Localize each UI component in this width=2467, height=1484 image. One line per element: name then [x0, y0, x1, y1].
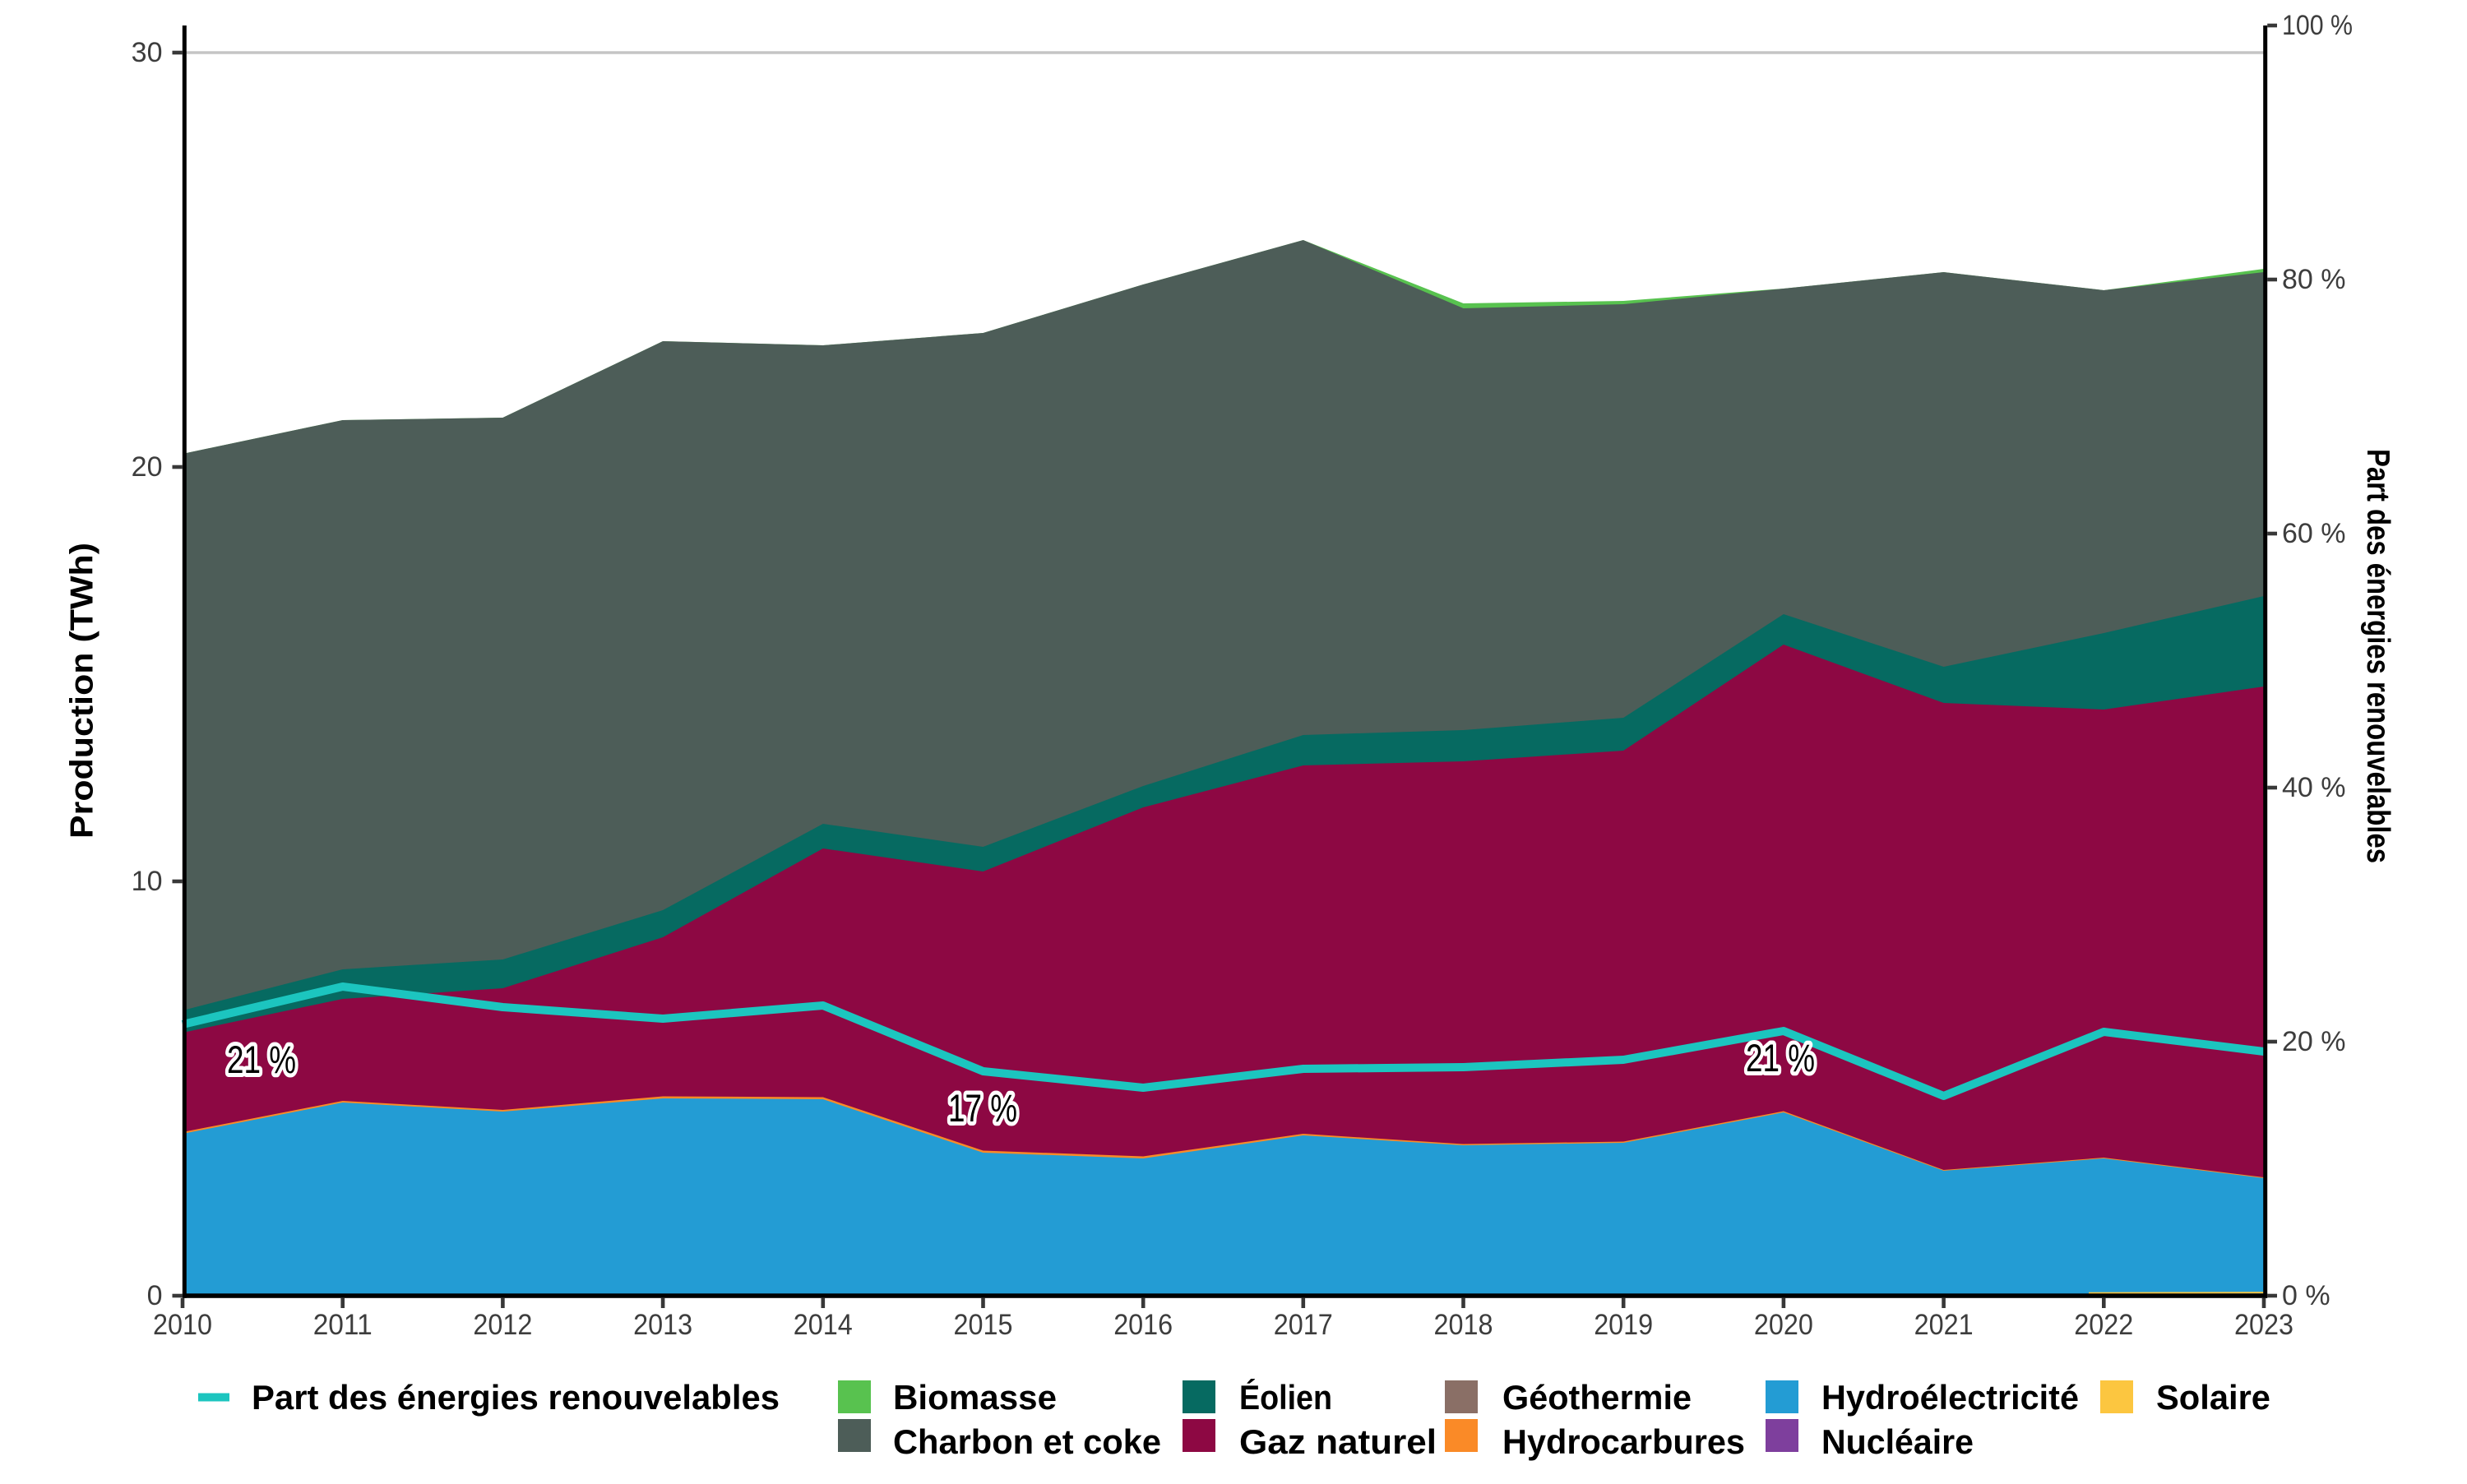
svg-text:2013: 2013 — [633, 1309, 692, 1341]
svg-text:2019: 2019 — [1594, 1309, 1653, 1341]
svg-text:Hydrocarbures: Hydrocarbures — [1502, 1422, 1745, 1461]
svg-text:30: 30 — [132, 37, 163, 68]
svg-text:2016: 2016 — [1113, 1309, 1173, 1341]
svg-text:Géothermie: Géothermie — [1502, 1378, 1692, 1417]
svg-text:Part des énergies renouvelable: Part des énergies renouvelables — [252, 1378, 780, 1417]
svg-text:0 %: 0 % — [2282, 1280, 2330, 1311]
svg-text:2023: 2023 — [2234, 1309, 2293, 1341]
svg-text:Part des énergies renouvelable: Part des énergies renouvelables — [2360, 449, 2395, 863]
svg-text:2022: 2022 — [2074, 1309, 2133, 1341]
svg-text:80 %: 80 % — [2282, 264, 2346, 295]
svg-text:21 %: 21 % — [227, 1038, 296, 1081]
svg-text:2010: 2010 — [153, 1309, 212, 1341]
svg-text:2018: 2018 — [1434, 1309, 1493, 1341]
svg-text:2014: 2014 — [794, 1309, 853, 1341]
svg-text:2020: 2020 — [1754, 1309, 1813, 1341]
svg-text:Production (TWh): Production (TWh) — [65, 543, 100, 839]
svg-text:Biomasse: Biomasse — [893, 1378, 1057, 1417]
svg-text:Charbon et coke: Charbon et coke — [893, 1422, 1161, 1461]
svg-text:10: 10 — [132, 866, 163, 897]
svg-text:21 %: 21 % — [1746, 1036, 1815, 1079]
svg-text:100 %: 100 % — [2282, 10, 2353, 41]
svg-text:20 %: 20 % — [2282, 1026, 2346, 1057]
svg-text:2012: 2012 — [473, 1309, 532, 1341]
svg-text:20: 20 — [132, 451, 163, 483]
svg-text:2011: 2011 — [313, 1309, 373, 1341]
svg-text:2021: 2021 — [1914, 1309, 1974, 1341]
svg-text:2015: 2015 — [954, 1309, 1013, 1341]
svg-text:0: 0 — [147, 1280, 163, 1311]
svg-text:2017: 2017 — [1274, 1309, 1333, 1341]
svg-text:40 %: 40 % — [2282, 772, 2346, 803]
svg-text:Solaire: Solaire — [2156, 1378, 2270, 1417]
svg-text:60 %: 60 % — [2282, 518, 2346, 549]
svg-text:17 %: 17 % — [948, 1086, 1017, 1130]
svg-text:Nucléaire: Nucléaire — [1821, 1422, 1974, 1461]
svg-text:Hydroélectricité: Hydroélectricité — [1821, 1378, 2079, 1417]
svg-text:Éolien: Éolien — [1239, 1378, 1332, 1417]
svg-text:Gaz naturel: Gaz naturel — [1239, 1422, 1437, 1461]
